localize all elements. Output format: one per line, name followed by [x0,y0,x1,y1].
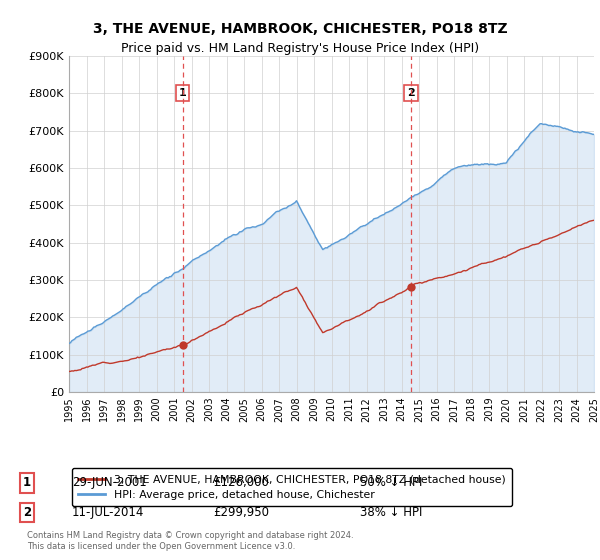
Legend: 3, THE AVENUE, HAMBROOK, CHICHESTER, PO18 8TZ (detached house), HPI: Average pri: 3, THE AVENUE, HAMBROOK, CHICHESTER, PO1… [72,468,512,506]
Text: 2: 2 [23,506,31,519]
Text: 2: 2 [407,88,415,98]
Text: 38% ↓ HPI: 38% ↓ HPI [360,506,422,519]
Text: £126,000: £126,000 [213,476,269,489]
Text: 29-JUN-2001: 29-JUN-2001 [72,476,147,489]
Text: 50% ↓ HPI: 50% ↓ HPI [360,476,422,489]
Text: 1: 1 [23,476,31,489]
Text: 1: 1 [179,88,187,98]
Text: £299,950: £299,950 [213,506,269,519]
Text: 11-JUL-2014: 11-JUL-2014 [72,506,145,519]
Text: 3, THE AVENUE, HAMBROOK, CHICHESTER, PO18 8TZ: 3, THE AVENUE, HAMBROOK, CHICHESTER, PO1… [92,22,508,36]
Text: Contains HM Land Registry data © Crown copyright and database right 2024.
This d: Contains HM Land Registry data © Crown c… [27,531,353,550]
Text: Price paid vs. HM Land Registry's House Price Index (HPI): Price paid vs. HM Land Registry's House … [121,42,479,55]
